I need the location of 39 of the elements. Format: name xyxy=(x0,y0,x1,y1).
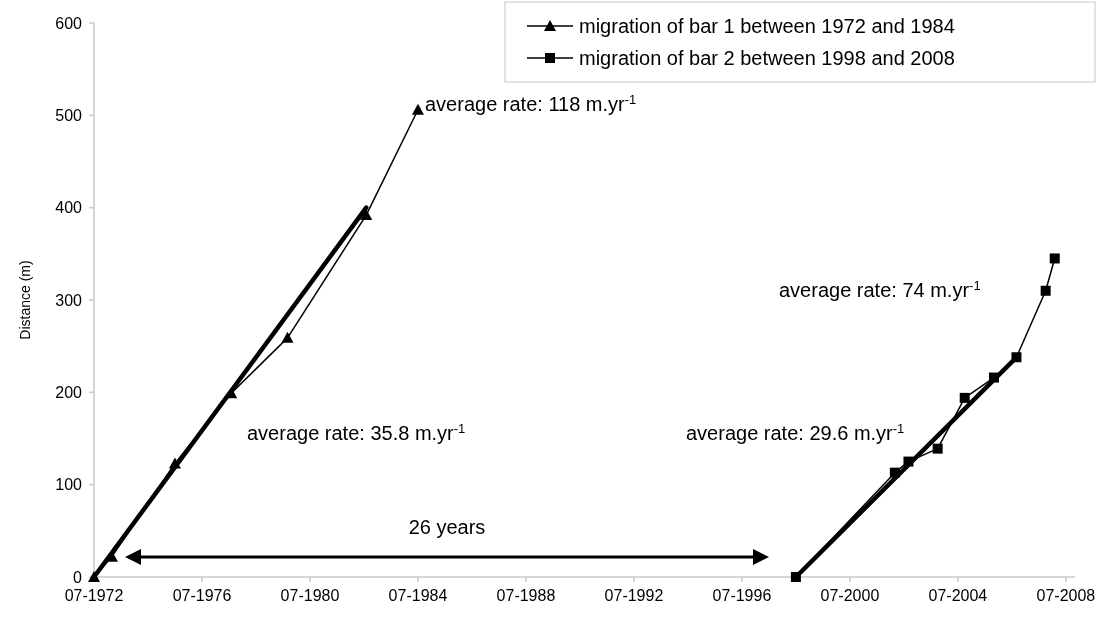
x-tick-label: 07-1992 xyxy=(604,587,664,604)
legend-label: migration of bar 1 between 1972 and 1984 xyxy=(579,15,955,37)
annotation: average rate: 74 m.yr$^{-1}$ xyxy=(779,277,981,301)
y-tick-label: 500 xyxy=(55,106,83,124)
point xyxy=(932,443,943,454)
y-tick-label: 0 xyxy=(73,568,83,586)
point xyxy=(1049,253,1060,264)
point xyxy=(889,467,900,478)
x-tick-label: 07-2004 xyxy=(928,587,988,604)
y-tick-label: 200 xyxy=(55,383,83,401)
y-tick-label: 100 xyxy=(55,476,83,494)
y-tick-label: 600 xyxy=(55,14,83,32)
y-tick-label: 400 xyxy=(55,199,83,217)
x-tick-label: 07-1980 xyxy=(280,587,340,604)
y-axis-title: Distance (m) xyxy=(17,260,33,340)
x-tick-label: 07-2008 xyxy=(1036,587,1096,604)
x-tick-label: 07-1988 xyxy=(496,587,556,604)
point xyxy=(88,571,100,582)
x-tick-label: 07-2000 xyxy=(820,587,880,604)
annotation: average rate: 35.8 m.yr$^{-1}$ xyxy=(247,420,466,444)
point xyxy=(1011,352,1022,363)
point xyxy=(281,331,294,343)
point xyxy=(360,209,373,221)
point xyxy=(903,456,914,467)
x-tick-label: 07-1996 xyxy=(712,587,772,604)
point xyxy=(1040,285,1051,296)
x-tick-label: 07-1976 xyxy=(172,587,232,604)
x-tick-label: 07-1972 xyxy=(64,587,124,604)
annotation: 26 years xyxy=(408,516,486,538)
point xyxy=(959,392,970,403)
point xyxy=(988,372,999,383)
y-tick-label: 300 xyxy=(55,291,83,309)
point xyxy=(790,572,801,582)
x-tick-label: 07-1984 xyxy=(388,587,448,604)
legend-label: migration of bar 2 between 1998 and 2008 xyxy=(579,47,955,69)
annotation: average rate: 29.6 m.yr$^{-1}$ xyxy=(686,420,905,444)
point xyxy=(411,103,424,115)
point xyxy=(168,457,181,469)
annotation: average rate: 118 m.yr$^{-1}$ xyxy=(425,91,637,115)
